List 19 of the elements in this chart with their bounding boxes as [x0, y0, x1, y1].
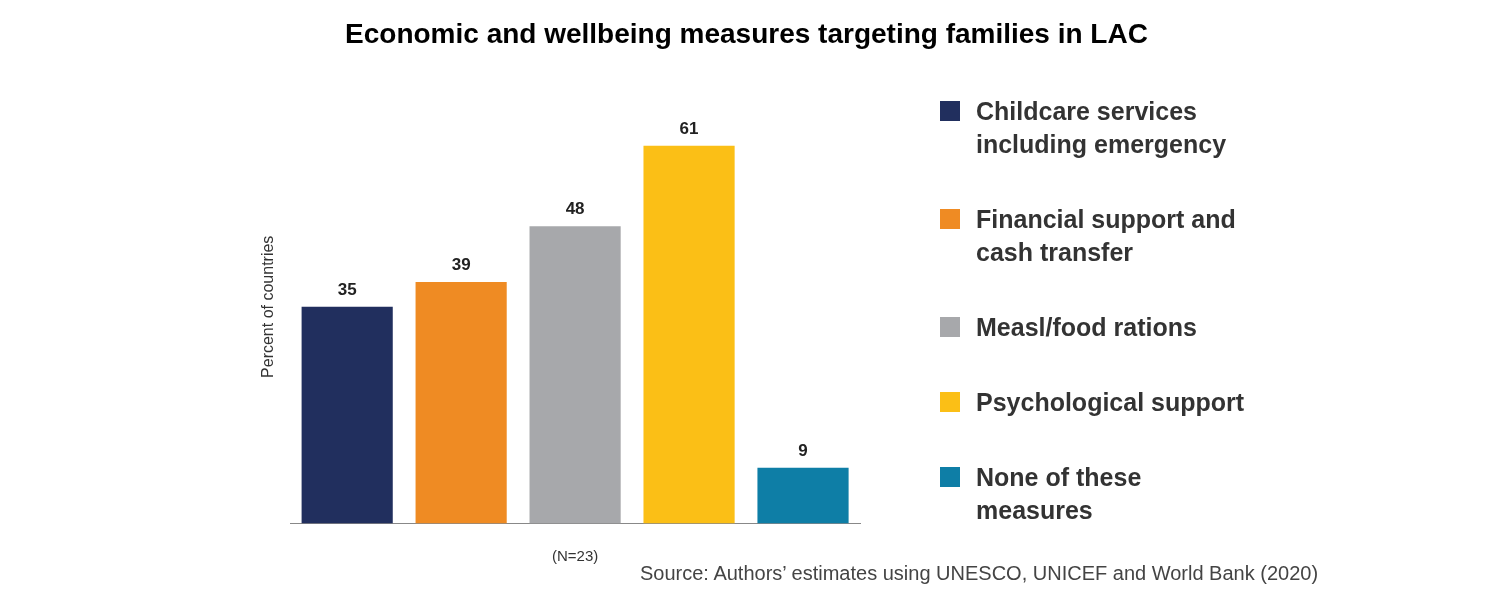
bar [757, 467, 849, 524]
data-label: 61 [679, 118, 699, 138]
bar [415, 282, 507, 524]
legend-label: Financial support and cash transfer [976, 204, 1237, 268]
x-axis-title: (N=23) [551, 547, 599, 565]
bar [529, 226, 621, 524]
bar [643, 145, 735, 524]
source-note: Source: Authors’ estimates using UNESCO, UNICEF and World Bank (2020) [640, 562, 1319, 585]
data-label: 48 [565, 199, 585, 219]
legend-label: Measl/food rations [976, 312, 1198, 343]
bar [301, 306, 393, 524]
legend-label: Psychological support [976, 387, 1246, 418]
data-label: 39 [451, 255, 471, 275]
chart-title: Economic and wellbeing measures targeting families in LAC [344, 18, 1149, 50]
data-label: 9 [798, 441, 808, 461]
y-axis-title: Percent of countries [259, 235, 277, 378]
data-label: 35 [337, 279, 357, 299]
legend-label: Childcare services including emergency [976, 96, 1228, 160]
legend-label: None of these measures [976, 462, 1143, 526]
